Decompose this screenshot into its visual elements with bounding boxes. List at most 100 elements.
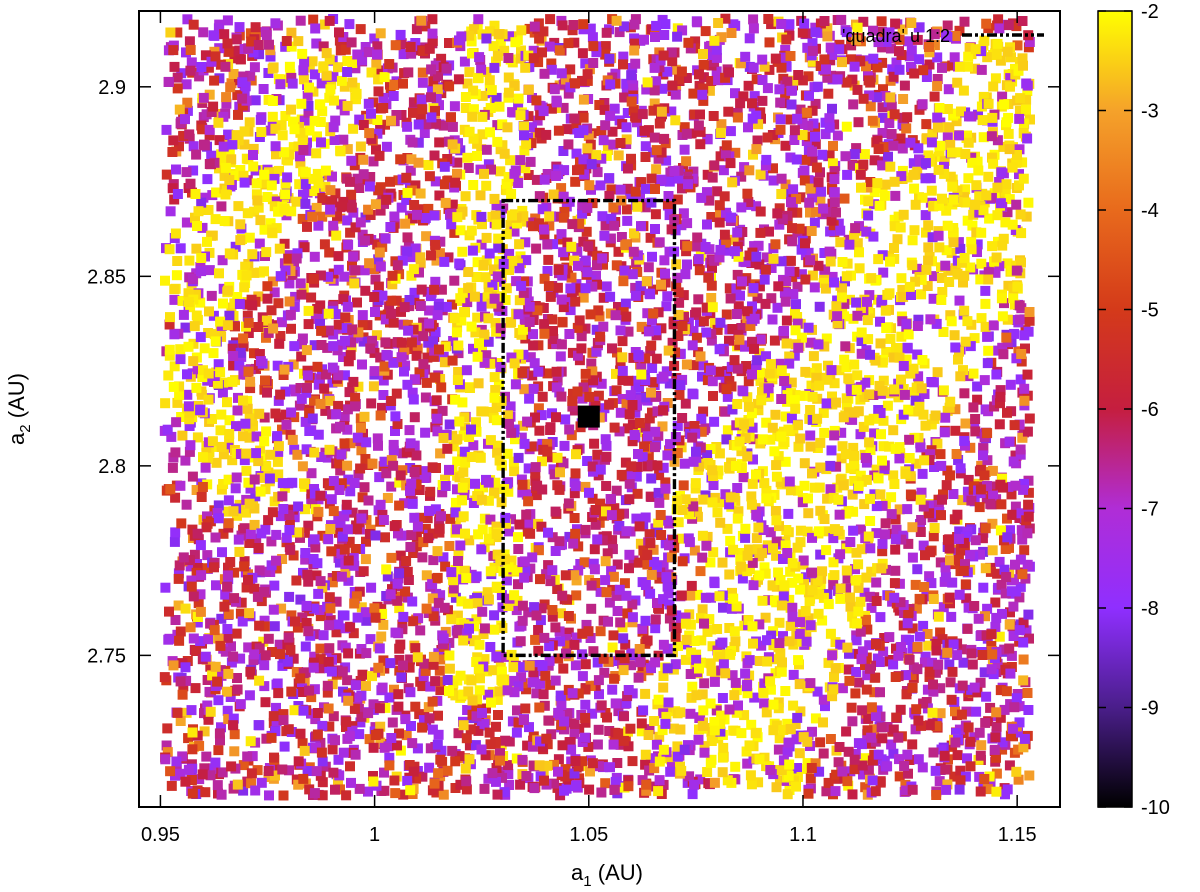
scatter-point (663, 697, 674, 708)
scatter-point (272, 360, 283, 371)
scatter-point (767, 314, 778, 325)
scatter-point (934, 242, 945, 253)
scatter-point (387, 584, 397, 595)
scatter-point (533, 645, 544, 656)
scatter-point (764, 226, 774, 237)
scatter-point (583, 131, 594, 141)
scatter-point (371, 330, 382, 341)
scatter-point (922, 684, 933, 695)
scatter-point (941, 245, 952, 256)
scatter-point (543, 254, 554, 265)
scatter-point (238, 760, 249, 771)
scatter-point (476, 544, 487, 555)
scatter-point (994, 177, 1005, 187)
scatter-point (604, 597, 615, 608)
scatter-point (860, 377, 871, 388)
scatter-point (232, 673, 242, 683)
scatter-point (897, 24, 908, 35)
scatter-point (761, 417, 772, 428)
scatter-point (203, 62, 214, 73)
scatter-point (626, 660, 637, 671)
scatter-point (885, 256, 895, 267)
scatter-point (767, 422, 778, 433)
scatter-point (556, 183, 567, 194)
scatter-point (962, 316, 973, 327)
scatter-point (297, 333, 308, 344)
scatter-point (748, 580, 759, 591)
scatter-point (258, 84, 269, 94)
scatter-point (903, 36, 913, 47)
scatter-point (861, 614, 871, 625)
scatter-point (303, 520, 314, 531)
scatter-point (671, 504, 682, 515)
scatter-point (623, 741, 634, 752)
scatter-point (621, 78, 632, 89)
scatter-point (616, 232, 627, 242)
scatter-point (292, 449, 303, 460)
scatter-point (895, 704, 906, 715)
scatter-point (349, 82, 360, 93)
scatter-point (775, 97, 786, 108)
scatter-point (447, 121, 458, 132)
scatter-point (823, 526, 834, 537)
scatter-point (436, 382, 447, 393)
scatter-point (627, 756, 638, 767)
scatter-point (580, 684, 591, 695)
scatter-point (216, 409, 227, 420)
scatter-point (904, 755, 915, 765)
scatter-point (717, 767, 728, 778)
scatter-point (571, 575, 582, 586)
scatter-point (888, 470, 899, 481)
scatter-point (428, 76, 439, 87)
scatter-point (711, 442, 722, 452)
scatter-point (1005, 73, 1016, 84)
scatter-point (460, 528, 470, 539)
scatter-point (786, 377, 797, 388)
scatter-point (596, 378, 607, 389)
scatter-point (933, 151, 944, 162)
scatter-point (800, 154, 811, 165)
scatter-point (551, 366, 562, 377)
scatter-point (846, 702, 857, 713)
scatter-point (427, 696, 438, 707)
scatter-point (752, 293, 763, 304)
scatter-point (671, 373, 682, 383)
scatter-point (546, 103, 557, 114)
scatter-point (672, 272, 683, 283)
scatter-point (625, 723, 636, 734)
scatter-point (420, 665, 431, 676)
scatter-point (543, 560, 554, 571)
scatter-point (448, 678, 459, 689)
scatter-point (241, 507, 251, 518)
scatter-point (352, 297, 362, 308)
scatter-point (726, 28, 737, 38)
scatter-point (962, 753, 972, 764)
scatter-point (972, 381, 983, 392)
scatter-point (593, 470, 604, 481)
scatter-point (1002, 258, 1013, 269)
scatter-point (927, 657, 937, 668)
scatter-point (357, 319, 368, 330)
scatter-point (717, 693, 728, 703)
scatter-point (1004, 619, 1015, 630)
scatter-point (491, 721, 501, 732)
scatter-point (350, 544, 361, 554)
scatter-point (273, 395, 284, 406)
scatter-point (630, 58, 641, 69)
scatter-point (301, 345, 312, 356)
scatter-point (840, 449, 851, 460)
scatter-point (171, 270, 182, 281)
scatter-point (884, 118, 895, 129)
scatter-point (717, 637, 728, 648)
scatter-point (957, 495, 968, 506)
scatter-point (806, 226, 817, 236)
scatter-point (432, 84, 443, 95)
scatter-point (595, 498, 605, 509)
scatter-point (872, 136, 883, 146)
scatter-point (537, 456, 547, 467)
scatter-point (955, 765, 966, 776)
scatter-point (901, 123, 912, 134)
scatter-point (302, 766, 313, 776)
scatter-point (204, 265, 215, 276)
scatter-point (776, 189, 787, 199)
